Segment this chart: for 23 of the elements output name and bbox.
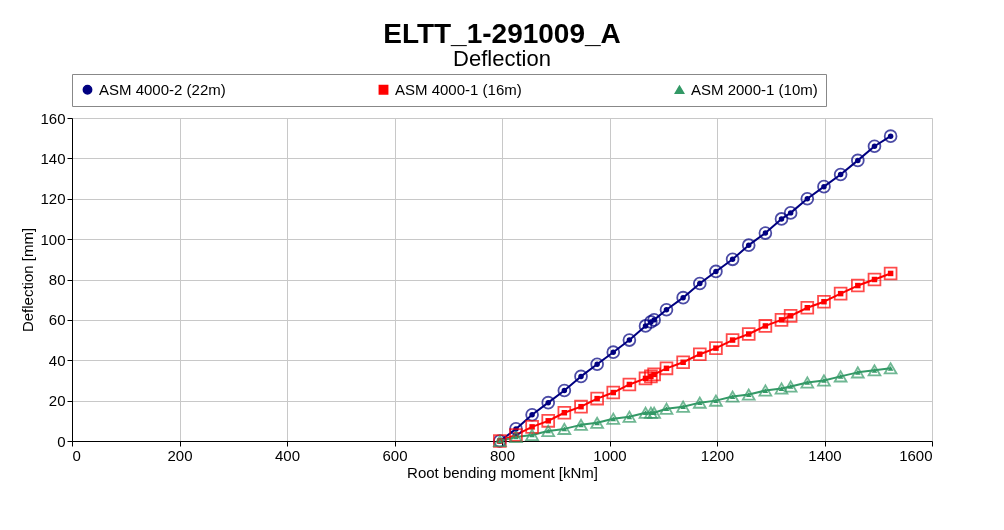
x-tick-label: 1200 (700, 446, 735, 464)
y-tick-label: 100 (40, 230, 66, 248)
y-tick-label: 60 (48, 311, 66, 329)
y-tick-label: 20 (48, 392, 66, 410)
x-tick-label: 200 (167, 446, 193, 464)
x-tick-label: 1600 (899, 446, 933, 464)
y-tick-label: 40 (48, 351, 66, 369)
y-tick-label: 120 (40, 190, 66, 208)
legend-label: ASM 2000-1 (10m) (691, 80, 818, 98)
legend-label: ASM 4000-1 (16m) (395, 80, 522, 98)
x-tick-label: 600 (382, 446, 408, 464)
legend-label: ASM 4000-2 (22m) (99, 80, 226, 98)
y-tick-label: 0 (57, 432, 66, 450)
x-tick-label: 400 (274, 446, 301, 464)
y-tick-label: 140 (40, 149, 66, 167)
x-axis-title: Root bending moment [kNm] (407, 463, 598, 481)
x-tick-label: 0 (72, 446, 81, 464)
y-tick-label: 80 (48, 271, 66, 288)
x-tick-label: 1000 (593, 446, 627, 464)
y-axis-title: Deflection [mm] (19, 227, 37, 333)
y-tick-label: 160 (40, 109, 66, 127)
x-tick-label: 1400 (808, 446, 842, 464)
x-tick-label: 800 (489, 446, 516, 464)
